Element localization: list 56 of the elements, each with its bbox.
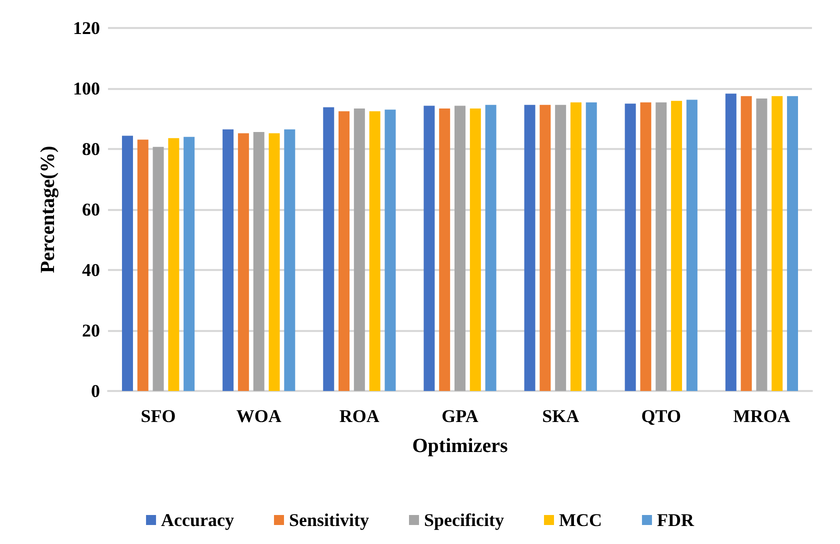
bar [540, 104, 551, 391]
y-tick-label: 20 [82, 320, 100, 340]
y-tick-label: 0 [91, 381, 100, 401]
legend-label: Sensitivity [289, 510, 370, 530]
x-tick-label: QTO [641, 406, 681, 426]
y-tick-label: 80 [82, 139, 100, 159]
bar [756, 98, 768, 391]
bar [570, 102, 582, 391]
x-tick-label: SKA [542, 406, 580, 426]
bar [686, 100, 698, 391]
bar [640, 102, 652, 391]
bar [424, 106, 435, 391]
bar [772, 96, 783, 391]
bar [168, 138, 180, 391]
y-tick-label: 120 [73, 18, 100, 38]
x-tick-label: SFO [140, 406, 176, 426]
bar [740, 96, 752, 391]
x-tick-label: WOA [236, 406, 282, 426]
bar [725, 94, 736, 391]
bar [238, 133, 249, 391]
bar [439, 108, 450, 391]
y-axis-title: Percentage(%) [37, 146, 59, 274]
bar [253, 132, 264, 391]
bar [284, 129, 296, 391]
x-tick-label: ROA [339, 406, 380, 426]
y-tick-label: 100 [73, 78, 100, 98]
bar [338, 111, 350, 391]
bar [586, 102, 597, 391]
bar [624, 104, 636, 391]
legend-label: FDR [656, 510, 695, 530]
bar [122, 136, 133, 391]
bar [222, 129, 234, 391]
bar [656, 102, 667, 391]
x-axis-title: Optimizers [412, 435, 508, 457]
bar [323, 107, 334, 391]
legend-label: Specificity [424, 510, 504, 530]
y-tick-label: 40 [82, 260, 100, 280]
bar [354, 108, 365, 391]
bar [470, 108, 481, 391]
bar [555, 104, 566, 391]
bar [485, 104, 496, 391]
x-tick-label: MROA [733, 406, 790, 426]
legend-label: Accuracy [161, 510, 234, 530]
bar [137, 140, 148, 391]
bar [524, 104, 536, 391]
bar [787, 96, 798, 391]
legend-label: MCC [558, 510, 602, 530]
bar [369, 111, 380, 391]
bar [268, 133, 280, 391]
bar [152, 146, 164, 391]
bar [384, 110, 396, 391]
y-tick-label: 60 [82, 200, 100, 220]
bar [184, 136, 195, 391]
bar [671, 100, 682, 391]
bar [454, 106, 466, 391]
x-tick-label: GPA [442, 406, 478, 426]
